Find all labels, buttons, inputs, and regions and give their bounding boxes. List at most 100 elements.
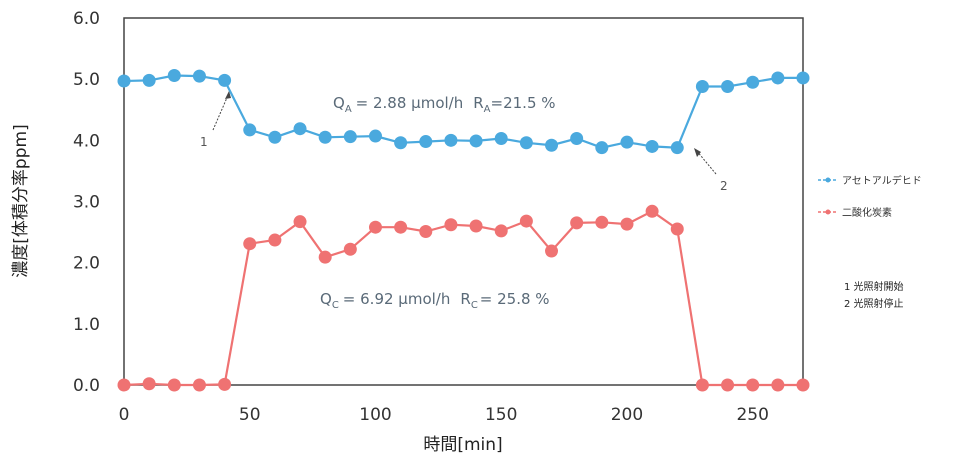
data-point-acetaldehyde — [167, 68, 181, 82]
x-tick-label: 50 — [239, 405, 261, 425]
acetaldehyde-q-value: = 2.88 µmol/h — [356, 94, 464, 112]
legend-marker-co2 — [825, 209, 831, 215]
plot-frame — [123, 17, 804, 386]
data-point-acetaldehyde — [419, 135, 433, 149]
acetaldehyde-rate-annotation: QA = 2.88 µmol/h RA=21.5 % — [333, 94, 556, 115]
data-point-acetaldehyde — [645, 139, 659, 153]
data-point-acetaldehyde — [218, 73, 232, 87]
data-point-co2 — [695, 378, 709, 392]
data-point-acetaldehyde — [318, 130, 332, 144]
x-tick-label: 200 — [611, 405, 643, 425]
data-point-acetaldehyde — [796, 71, 810, 85]
data-point-co2 — [142, 377, 156, 391]
x-tick-label: 250 — [736, 405, 768, 425]
acetaldehyde-q-subscript: A — [345, 104, 352, 115]
pointer-1-arrowhead — [225, 91, 231, 99]
note-light-off: 2 光照射停止 — [844, 297, 904, 310]
data-point-co2 — [620, 217, 634, 231]
note-light-on: 1 光照射開始 — [844, 280, 904, 293]
data-point-acetaldehyde — [595, 141, 609, 155]
x-tick-label: 100 — [359, 405, 391, 425]
series-line-acetaldehyde — [123, 74, 803, 149]
legend-label-acetaldehyde: アセトアルデヒド — [842, 174, 922, 187]
y-tick-label: 3.0 — [73, 193, 100, 213]
data-point-acetaldehyde — [695, 80, 709, 94]
data-point-acetaldehyde — [394, 136, 408, 150]
data-point-co2 — [243, 237, 257, 251]
data-point-co2 — [293, 215, 307, 229]
data-point-acetaldehyde — [268, 130, 282, 144]
data-point-co2 — [268, 233, 282, 247]
acetaldehyde-r-symbol: R — [473, 94, 483, 112]
x-tick-label: 0 — [119, 405, 130, 425]
data-point-acetaldehyde — [117, 74, 131, 88]
data-point-acetaldehyde — [142, 73, 156, 87]
data-point-acetaldehyde — [494, 131, 508, 145]
data-point-acetaldehyde — [243, 123, 257, 137]
series-line-co2 — [123, 210, 803, 387]
data-point-acetaldehyde — [343, 130, 357, 144]
data-point-co2 — [796, 378, 810, 392]
acetaldehyde-r-subscript: A — [484, 104, 491, 115]
data-point-acetaldehyde — [670, 141, 684, 155]
data-point-acetaldehyde — [469, 134, 483, 148]
y-tick-label: 0.0 — [73, 376, 100, 396]
data-point-co2 — [167, 378, 181, 392]
acetaldehyde-r-value: =21.5 % — [491, 94, 556, 112]
data-point-acetaldehyde — [368, 129, 382, 143]
data-point-acetaldehyde — [570, 131, 584, 145]
co2-r-value: = 25.8 % — [480, 290, 550, 308]
data-point-co2 — [368, 220, 382, 234]
data-point-co2 — [570, 216, 584, 230]
legend-marker-acetaldehyde — [825, 177, 831, 183]
data-point-co2 — [192, 378, 206, 392]
data-point-acetaldehyde — [444, 133, 458, 147]
data-point-co2 — [645, 204, 659, 218]
co2-q-symbol: Q — [320, 290, 332, 308]
legend: アセトアルデヒド 二酸化炭素 — [818, 174, 922, 219]
data-point-co2 — [595, 215, 609, 229]
data-point-co2 — [218, 377, 232, 391]
data-point-co2 — [519, 214, 533, 228]
co2-r-subscript: C — [471, 300, 478, 311]
y-tick-label: 1.0 — [73, 315, 100, 335]
y-tick-label: 4.0 — [73, 131, 100, 151]
co2-r-symbol: R — [460, 290, 470, 308]
y-tick-label: 2.0 — [73, 254, 100, 274]
data-point-co2 — [670, 222, 684, 236]
pointer-1-label: 1 — [200, 135, 208, 149]
data-point-co2 — [771, 378, 785, 392]
co2-rate-annotation: QC = 6.92 µmol/h RC = 25.8 % — [320, 290, 550, 311]
data-point-co2 — [746, 378, 760, 392]
y-tick-label: 5.0 — [73, 70, 100, 90]
data-point-co2 — [469, 219, 483, 233]
x-axis-ticks: 0 50 100 150 200 250 — [119, 405, 769, 425]
co2-q-value: = 6.92 µmol/h — [343, 290, 451, 308]
data-point-co2 — [419, 224, 433, 238]
data-point-acetaldehyde — [771, 71, 785, 85]
data-point-co2 — [444, 218, 458, 232]
data-point-acetaldehyde — [192, 69, 206, 83]
x-axis-label: 時間[min] — [423, 435, 502, 455]
data-point-acetaldehyde — [519, 136, 533, 150]
data-point-acetaldehyde — [721, 80, 735, 94]
data-point-co2 — [343, 242, 357, 256]
series-layer — [117, 68, 810, 392]
legend-label-co2: 二酸化炭素 — [842, 206, 892, 219]
data-point-co2 — [545, 244, 559, 258]
pointer-2-arrowhead — [694, 148, 701, 157]
pointer-1-group: 1 — [200, 91, 231, 149]
data-point-co2 — [394, 220, 408, 234]
data-point-co2 — [117, 378, 131, 392]
data-point-co2 — [721, 378, 735, 392]
data-point-co2 — [318, 250, 332, 264]
data-point-acetaldehyde — [545, 138, 559, 152]
data-point-acetaldehyde — [293, 122, 307, 136]
pointer-2-group: 2 — [694, 148, 728, 193]
pointer-2-label: 2 — [720, 179, 728, 193]
data-point-acetaldehyde — [620, 135, 634, 149]
data-point-acetaldehyde — [746, 75, 760, 89]
y-tick-label: 6.0 — [73, 9, 100, 29]
data-point-co2 — [494, 224, 508, 238]
